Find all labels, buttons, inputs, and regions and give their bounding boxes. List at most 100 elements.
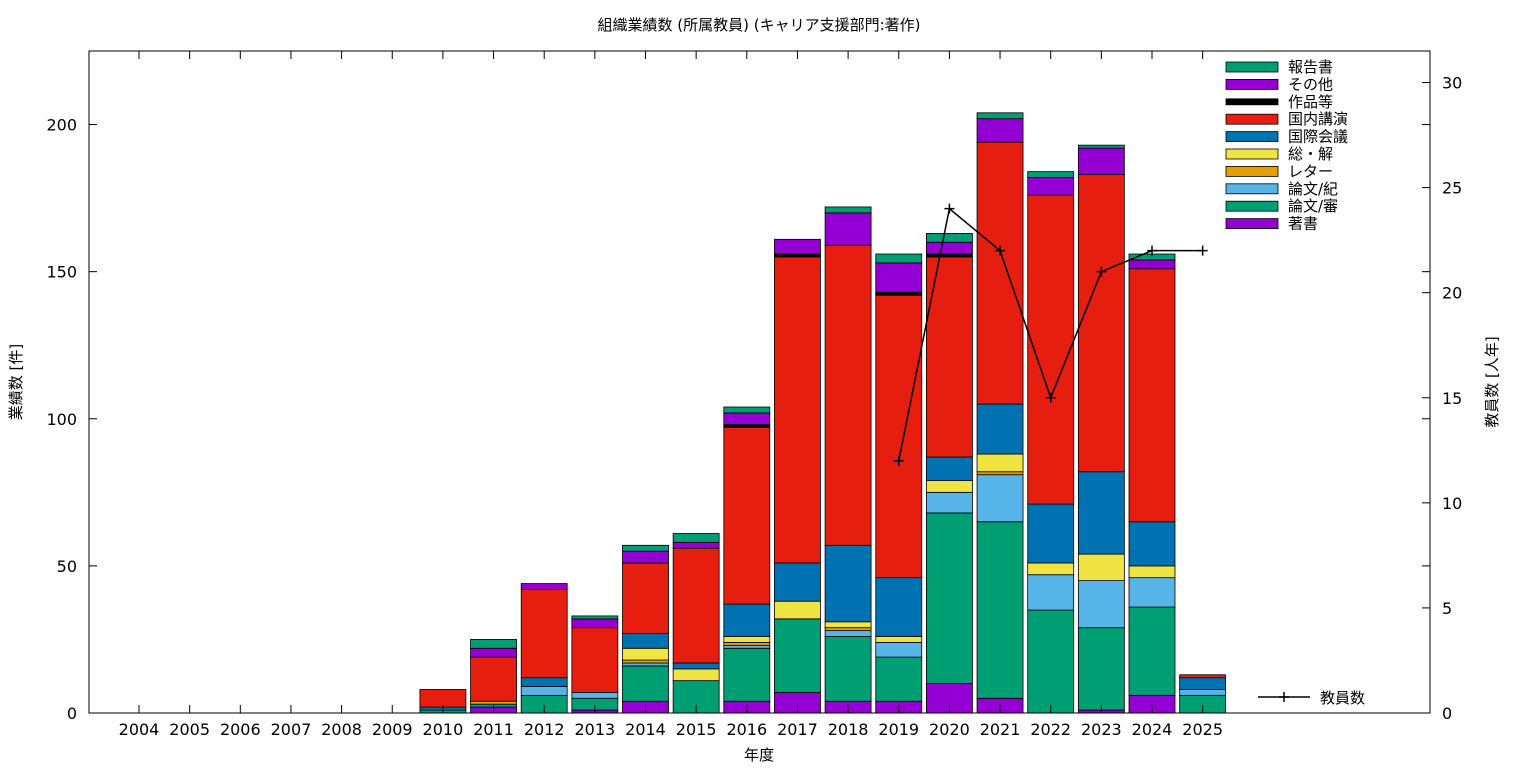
- bar-segment-2012-s8: [520, 583, 568, 590]
- bar-segment-2021-s5: [976, 403, 1024, 455]
- x-tick-label: 2020: [929, 720, 970, 739]
- bar-segment-2014-s6: [622, 562, 669, 634]
- bar-segment-2022-s4: [1027, 562, 1075, 576]
- bar-segment-2023-s6: [1077, 174, 1125, 473]
- legend-label: 論文/紀: [1288, 180, 1338, 198]
- bar-segment-2010-s6: [419, 689, 467, 708]
- legend-swatch: [1225, 131, 1279, 143]
- bar-segment-2014-s1: [622, 665, 669, 702]
- bar-segment-2016-s8: [723, 412, 771, 426]
- bar-segment-2018-s9: [824, 206, 872, 214]
- bar-segment-2020-s2: [926, 491, 973, 514]
- y2-tick-label: 0: [1442, 704, 1452, 723]
- bar-segment-2011-s6: [470, 656, 517, 702]
- x-tick-label: 2025: [1182, 720, 1223, 739]
- x-tick-label: 2016: [726, 720, 767, 739]
- x-tick-label: 2010: [423, 720, 464, 739]
- bar-segment-2016-s7: [723, 424, 771, 429]
- line-point-2022: [1045, 392, 1056, 403]
- bar-segment-2023-s5: [1077, 471, 1125, 555]
- legend-swatch: [1225, 61, 1279, 73]
- legend-swatch: [1225, 218, 1279, 230]
- bar-segment-2024-s4: [1128, 565, 1176, 579]
- legend-label: 国内講演: [1288, 110, 1348, 128]
- bar-segment-2021-s1: [976, 521, 1024, 699]
- bar-segment-2018-s3: [824, 627, 872, 632]
- legend-swatch: [1225, 165, 1279, 177]
- legend-label: 著書: [1288, 215, 1318, 233]
- bar-segment-2021-s9: [976, 112, 1024, 120]
- bar-segment-2024-s1: [1128, 606, 1176, 696]
- line-point-2023: [1096, 266, 1107, 277]
- line-layer: [893, 203, 1208, 466]
- bar-segment-2021-s8: [976, 118, 1024, 143]
- bar-segment-2014-s2: [622, 662, 669, 667]
- bar-segment-2011-s3: [470, 700, 517, 705]
- x-tick-label: 2019: [878, 720, 919, 739]
- bar-segment-2013-s9: [571, 615, 619, 620]
- x-tick-label: 2014: [625, 720, 666, 739]
- x-tick-label: 2006: [220, 720, 261, 739]
- bar-segment-2016-s4: [723, 636, 771, 643]
- y-axis-label: 業績数 [件]: [7, 344, 25, 420]
- bar-segment-2023-s2: [1077, 580, 1125, 629]
- bar-segment-2015-s6: [672, 547, 720, 664]
- bar-segment-2019-s1: [875, 656, 923, 702]
- bar-segment-2019-s2: [875, 641, 923, 658]
- bar-segment-2014-s8: [622, 550, 669, 564]
- bar-segment-2021-s4: [976, 453, 1024, 473]
- bar-segment-2018-s8: [824, 212, 872, 246]
- bar-segment-2011-s9: [470, 639, 517, 649]
- x-tick-label: 2004: [119, 720, 160, 739]
- bar-segment-2022-s8: [1027, 177, 1075, 196]
- bar-segment-2023-s1: [1077, 627, 1125, 711]
- bar-segment-2018-s5: [824, 544, 872, 623]
- bar-segment-2012-s2: [520, 686, 568, 696]
- x-tick-label: 2023: [1081, 720, 1122, 739]
- y-tick-label: 200: [46, 116, 77, 135]
- bar-segment-2023-s9: [1077, 144, 1125, 149]
- bar-segment-2018-s1: [824, 636, 872, 702]
- bar-segment-2020-s1: [926, 512, 973, 684]
- bar-segment-2016-s5: [723, 603, 771, 637]
- x-tick-label: 2022: [1030, 720, 1071, 739]
- bar-segment-2015-s4: [672, 668, 720, 682]
- line-point-2019: [893, 455, 904, 466]
- bars-layer: [419, 112, 1227, 714]
- x-tick-label: 2017: [777, 720, 818, 739]
- bar-segment-2024-s6: [1128, 268, 1176, 523]
- line-point-2025: [1197, 245, 1208, 256]
- legend-swatch: [1225, 98, 1279, 106]
- bar-segment-2020-s5: [926, 456, 973, 481]
- y2-tick-label: 20: [1442, 284, 1462, 303]
- legend-swatch: [1225, 200, 1279, 212]
- bar-segment-2017-s6: [774, 256, 821, 564]
- legend-label: レター: [1288, 162, 1333, 180]
- bar-segment-2014-s4: [622, 647, 669, 661]
- bar-segment-2013-s2: [571, 692, 619, 699]
- bar-segment-2019-s4: [875, 636, 923, 643]
- bar-segment-2019-s6: [875, 294, 923, 579]
- bar-segment-2014-s9: [622, 544, 669, 552]
- bar-segment-2025-s2: [1179, 689, 1227, 696]
- bar-segment-2022-s1: [1027, 609, 1075, 714]
- bar-segment-2017-s1: [774, 618, 821, 693]
- bar-segment-2016-s6: [723, 427, 771, 605]
- bar-segment-2019-s9: [875, 253, 923, 264]
- bar-segment-2021-s6: [976, 141, 1024, 405]
- bar-segment-2012-s6: [520, 589, 568, 679]
- x-axis-label: 年度: [744, 746, 774, 764]
- bar-segment-2023-s8: [1077, 147, 1125, 175]
- legend-label: 作品等: [1288, 93, 1333, 111]
- x-tick-label: 2021: [980, 720, 1021, 739]
- bar-segment-2022-s2: [1027, 574, 1075, 611]
- bar-segment-2017-s5: [774, 562, 821, 602]
- y2-tick-label: 30: [1442, 74, 1462, 93]
- bar-segment-2024-s5: [1128, 521, 1176, 567]
- bar-segment-2017-s7: [774, 253, 821, 258]
- legend-swatch: [1225, 183, 1279, 195]
- legend-swatch: [1225, 148, 1279, 160]
- bar-segment-2024-s2: [1128, 577, 1176, 608]
- y2-tick-label: 10: [1442, 494, 1462, 513]
